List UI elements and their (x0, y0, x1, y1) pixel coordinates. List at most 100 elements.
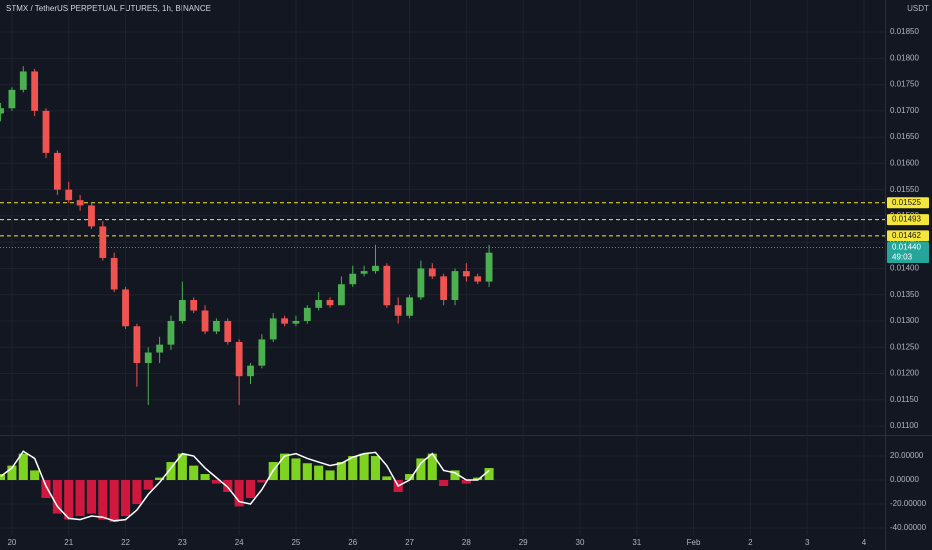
candle-body (88, 205, 95, 227)
last-price-label: 0.01440 (892, 243, 921, 252)
candle-body (201, 310, 209, 332)
x-tick-label: 3 (805, 538, 810, 547)
histogram-bar (0, 474, 6, 481)
x-tick-label: 20 (7, 538, 16, 547)
indicator-line (0, 450, 490, 522)
candle-body (65, 189, 73, 201)
x-tick-label: 2 (748, 538, 753, 547)
candle-body (406, 297, 413, 316)
histogram-bar (370, 456, 381, 481)
candle-body (440, 276, 448, 300)
candle-body (224, 320, 232, 343)
candle-body (247, 365, 254, 377)
x-tick-label: 30 (576, 538, 585, 547)
candle-body (19, 71, 27, 90)
candle-body (281, 318, 288, 324)
countdown: 49:03 (892, 253, 913, 262)
candle-body (144, 352, 152, 364)
histogram-bar (132, 480, 142, 505)
y-tick-label: 0.01400 (890, 264, 919, 273)
histogram-bar (18, 453, 28, 481)
histogram-bar (336, 462, 346, 481)
candle-body (315, 299, 323, 308)
histogram-bar (75, 480, 85, 517)
x-tick-label: 26 (348, 538, 357, 547)
x-tick-label: 24 (235, 538, 244, 547)
x-tick-label: 29 (519, 538, 528, 547)
candle-body (31, 71, 39, 111)
histogram-bar (109, 480, 119, 523)
candle-body (451, 271, 459, 300)
candle-body (485, 252, 493, 282)
histogram-bar (359, 453, 369, 481)
histogram-bar (155, 477, 165, 481)
candle-body (76, 200, 84, 206)
histogram-bar (189, 465, 199, 481)
histogram-bar (291, 458, 301, 481)
histogram-bar (177, 453, 187, 481)
candle-body (156, 344, 164, 353)
histogram-bar (86, 480, 96, 514)
histogram-bar (7, 465, 17, 481)
histogram-bar (302, 463, 312, 481)
candle-body (235, 342, 243, 377)
candle-body (428, 268, 436, 277)
histogram-bar (143, 480, 153, 490)
y-tick-label: 0.01250 (890, 342, 919, 351)
x-tick-label: 22 (121, 538, 130, 547)
histogram-bar (348, 456, 358, 481)
y-tick-label: -20.00000 (890, 499, 927, 508)
candle-body (474, 276, 482, 282)
x-tick-label: 25 (291, 538, 300, 547)
y-tick-label: 0.00000 (890, 475, 919, 484)
chart-title: STMX / TetherUS PERPETUAL FUTURES, 1h, B… (6, 4, 211, 13)
candle-body (269, 318, 277, 340)
histogram-bar (245, 480, 256, 499)
candle-body (349, 273, 357, 285)
histogram-bar (211, 480, 221, 484)
histogram-bar (234, 480, 244, 507)
candle-body (99, 226, 107, 258)
y-tick-label: 0.01300 (890, 316, 919, 325)
histogram-bar (427, 453, 437, 481)
y-tick-label: -40.00000 (890, 523, 927, 532)
histogram-bar (200, 474, 210, 481)
histogram-bar (120, 480, 131, 517)
histogram-bar (416, 458, 426, 481)
candle-body (383, 265, 391, 306)
level-tag (887, 230, 929, 242)
level-label: 0.01493 (892, 215, 921, 224)
y-tick-label: 0.01650 (890, 132, 919, 141)
histogram-bar (223, 480, 233, 493)
candle-body (372, 265, 379, 272)
candle-body (462, 271, 470, 277)
last-price-tag (887, 241, 929, 263)
histogram-bar (382, 476, 392, 481)
y-tick-label: 0.01150 (890, 395, 919, 404)
x-tick-label: 28 (462, 538, 471, 547)
y-tick-label: 0.01550 (890, 185, 919, 194)
y-tick-label: 0.01200 (890, 369, 919, 378)
histogram-bar (405, 474, 415, 481)
y-tick-label: 20.00000 (890, 451, 924, 460)
candle-body (178, 299, 186, 321)
candle-body (190, 299, 198, 311)
y-tick-label: 0.01450 (890, 237, 919, 246)
x-tick-label: 23 (178, 538, 187, 547)
y-tick-label: 0.01350 (890, 290, 919, 299)
candle-body (167, 320, 175, 345)
x-tick-label: 21 (64, 538, 73, 547)
histogram-bar (473, 477, 483, 481)
histogram-bar (98, 480, 108, 520)
y-tick-label: 0.01600 (890, 158, 919, 167)
candle-body (8, 89, 16, 109)
y-tick-label: 0.01850 (890, 27, 919, 36)
x-tick-label: 4 (862, 538, 867, 547)
candle-body (42, 110, 50, 153)
candle-body (133, 326, 141, 364)
histogram-bar (41, 480, 51, 499)
y-tick-label: 0.01800 (890, 53, 919, 62)
candle-body (360, 271, 368, 274)
histogram-bar (280, 453, 290, 481)
